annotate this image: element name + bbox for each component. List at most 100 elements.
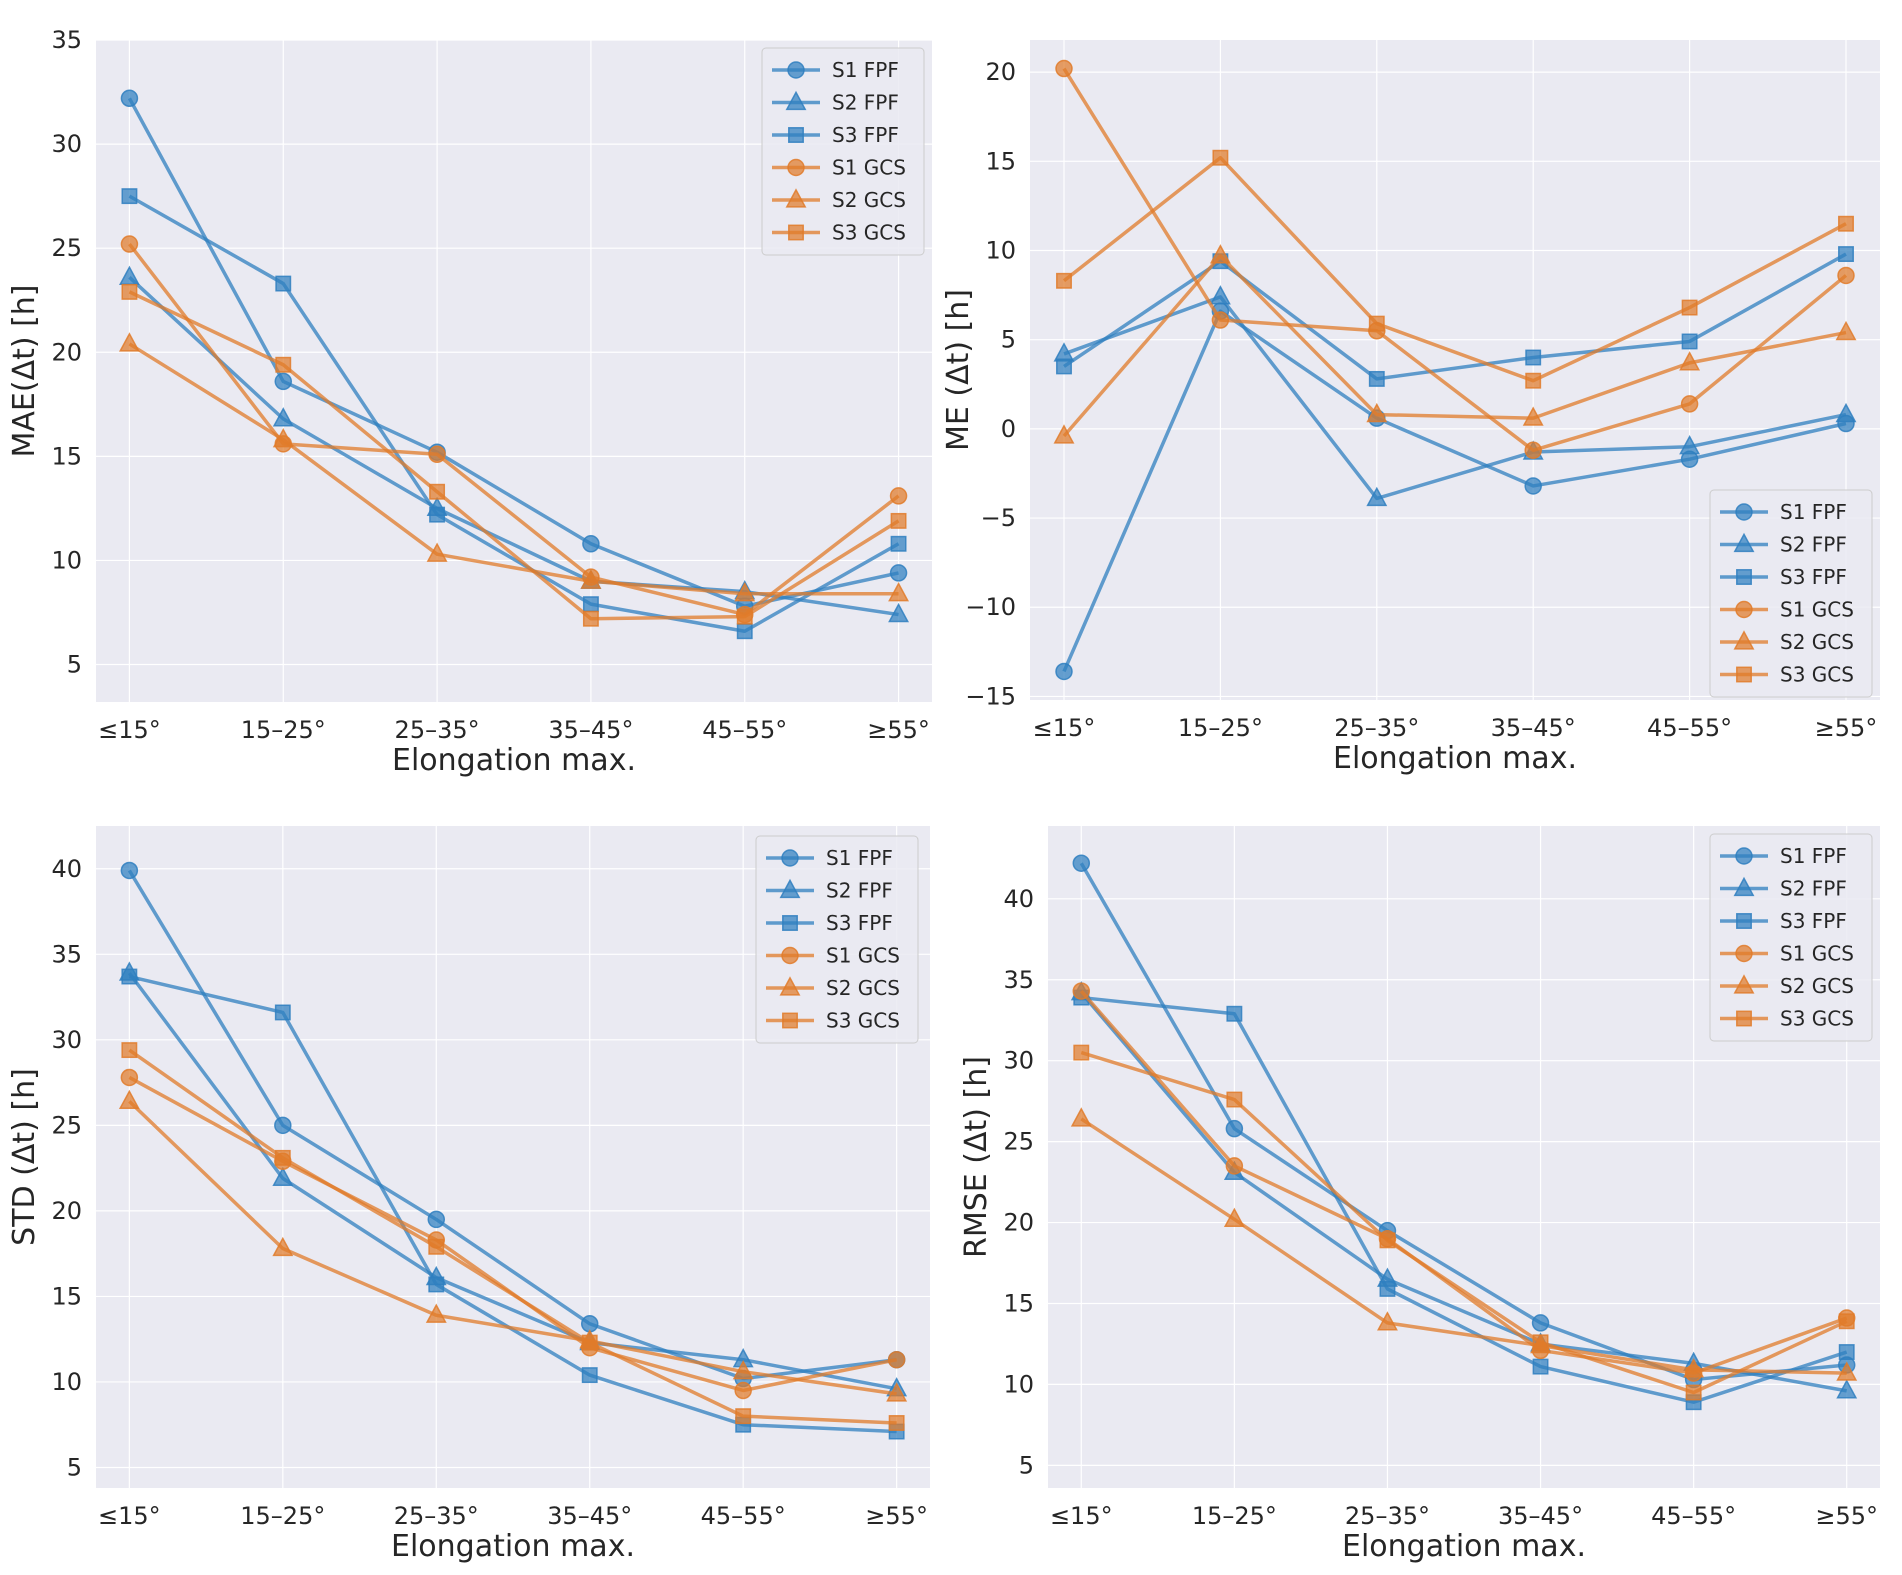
- series-line: [1079, 991, 1848, 1393]
- data-point: [1212, 149, 1229, 166]
- data-point: [1531, 1314, 1550, 1332]
- legend: S1 FPF S2 FPF S3 FPF S1 GCS S2 GCS S3 GCS: [761, 47, 925, 256]
- legend-label: S3 GCS: [1780, 1007, 1854, 1031]
- legend-marker: [1733, 876, 1755, 897]
- data-point: [272, 407, 294, 427]
- data-point: [428, 1276, 445, 1293]
- data-point: [1072, 982, 1091, 1000]
- data-point: [735, 1408, 752, 1425]
- legend-label: S1 GCS: [1780, 942, 1854, 966]
- data-point: [582, 610, 599, 627]
- x-axis-label: Elongation max.: [1333, 741, 1577, 776]
- x-tick-label: 25–35°: [394, 1502, 479, 1530]
- series-s2-gcs: [118, 1089, 908, 1402]
- data-point: [887, 1350, 906, 1369]
- y-axis-label: RMSE (Δt) [h]: [959, 1056, 994, 1258]
- data-point: [1679, 351, 1701, 371]
- legend-label: S2 FPF: [826, 879, 893, 903]
- series-line: [1062, 309, 1847, 673]
- series-line: [1080, 1050, 1848, 1395]
- legend-marker: [779, 878, 801, 899]
- legend-marker: [787, 158, 805, 177]
- data-point: [428, 1238, 445, 1255]
- series-line: [1063, 295, 1847, 501]
- series-s3-gcs: [121, 283, 907, 627]
- legend-label: S2 GCS: [1780, 974, 1854, 998]
- data-point: [121, 188, 138, 205]
- x-tick-label: 35–45°: [548, 716, 633, 744]
- series-line: [1079, 862, 1847, 1382]
- x-tick-label: ≤15°: [1033, 714, 1096, 742]
- data-point: [1525, 349, 1542, 366]
- data-point: [734, 1381, 752, 1400]
- data-point: [1226, 1005, 1243, 1022]
- x-tick-label: 45–55°: [702, 716, 787, 744]
- y-tick-label: 35: [51, 26, 82, 54]
- chart-panel-4: 5 10 15 20 25 30 35 40 ≤15° 15–25° 25–35° 35–45° 45–…: [959, 826, 1880, 1564]
- data-point: [889, 487, 908, 505]
- x-tick-label: 25–35°: [1334, 714, 1419, 742]
- x-axis-label: Elongation max.: [392, 743, 636, 778]
- data-point: [1838, 1344, 1855, 1360]
- data-point: [1838, 246, 1854, 263]
- chart-panel-2: −15 −10 −5 0 5 10 15 20 ≤15° 15–25° 25–35° 35–45° 45…: [941, 40, 1880, 776]
- y-tick-label: 25: [51, 234, 82, 262]
- data-point: [1368, 315, 1385, 332]
- data-point: [1522, 406, 1544, 426]
- y-tick-label: 35: [1003, 966, 1034, 994]
- data-point: [121, 283, 138, 300]
- data-point: [1368, 370, 1385, 387]
- y-tick-label: −5: [981, 504, 1016, 532]
- y-tick-label: −15: [965, 682, 1016, 710]
- data-point: [886, 1382, 908, 1402]
- data-point: [1226, 1091, 1243, 1108]
- legend-label: S3 GCS: [832, 221, 906, 245]
- legend: S1 FPF S2 FPF S3 FPF S1 GCS S2 GCS S3 GCS: [1709, 833, 1873, 1042]
- data-point: [1072, 854, 1091, 872]
- y-tick-label: 10: [51, 546, 82, 574]
- series-s1-gcs: [1055, 59, 1855, 460]
- data-point: [888, 602, 910, 623]
- series-s3-gcs: [1056, 149, 1854, 389]
- data-point: [1524, 441, 1542, 460]
- data-point: [272, 1236, 294, 1257]
- legend-label: S3 GCS: [826, 1009, 900, 1033]
- x-tick-label: 45–55°: [1647, 714, 1732, 742]
- data-point: [1211, 311, 1230, 329]
- legend-label: S3 FPF: [1780, 565, 1847, 589]
- legend-label: S2 FPF: [1780, 533, 1847, 557]
- legend-label: S1 FPF: [1780, 844, 1847, 868]
- y-tick-label: 10: [1003, 1370, 1034, 1398]
- data-point: [1679, 435, 1701, 455]
- series-s3-fpf: [121, 188, 907, 640]
- y-tick-label: 20: [1003, 1209, 1034, 1237]
- legend-label: S1 FPF: [1780, 500, 1847, 524]
- legend-label: S2 FPF: [1780, 877, 1847, 901]
- legend-marker: [1733, 532, 1755, 553]
- legend-label: S2 GCS: [1780, 630, 1854, 654]
- data-point: [274, 1116, 292, 1135]
- chart-panel-3: 5 10 15 20 25 30 35 40 ≤15° 15–25° 25–35° 35–45° 45–…: [7, 826, 930, 1564]
- x-tick-label: ≤15°: [98, 1502, 161, 1530]
- series-line: [128, 194, 900, 633]
- data-point: [1056, 358, 1072, 375]
- y-tick-label: 40: [1003, 885, 1034, 913]
- y-tick-label: 0: [1001, 415, 1016, 443]
- data-point: [1532, 1358, 1549, 1375]
- data-point: [121, 968, 138, 985]
- data-point: [580, 569, 602, 589]
- data-point: [888, 582, 910, 602]
- data-point: [429, 506, 446, 523]
- data-point: [1055, 662, 1073, 681]
- x-tick-label: 45–55°: [701, 1502, 786, 1530]
- data-point: [1836, 1361, 1858, 1381]
- data-point: [582, 596, 599, 613]
- data-point: [120, 861, 139, 880]
- x-tick-label: 45–55°: [1651, 1502, 1736, 1530]
- data-point: [581, 1334, 598, 1351]
- data-point: [1209, 285, 1231, 305]
- data-point: [1837, 266, 1855, 285]
- series-line: [1062, 254, 1847, 438]
- data-point: [890, 535, 907, 552]
